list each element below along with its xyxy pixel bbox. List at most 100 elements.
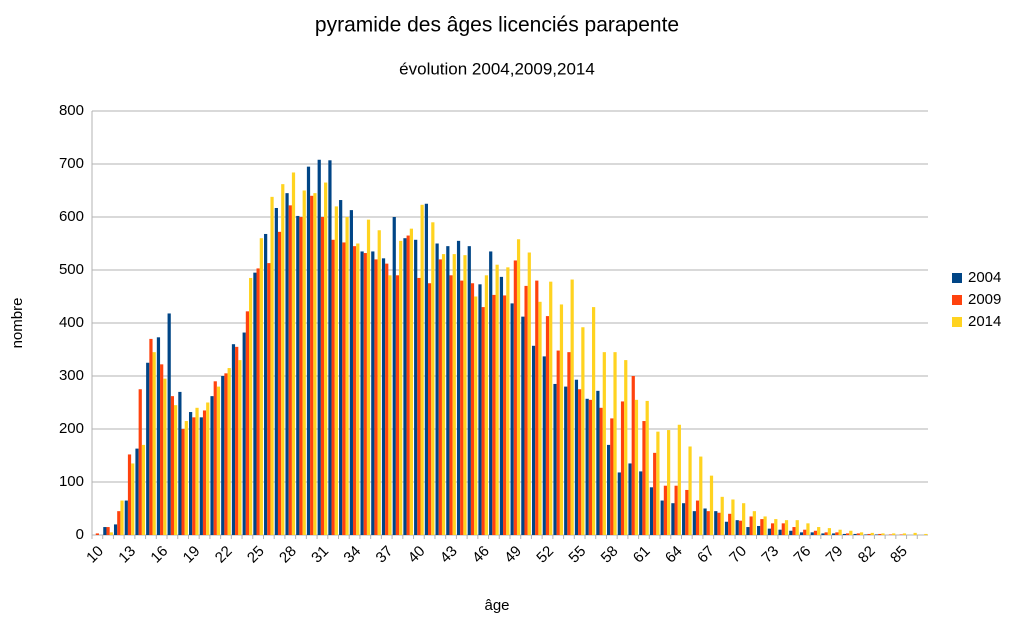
bar bbox=[527, 252, 531, 535]
bar bbox=[438, 259, 442, 535]
bar bbox=[489, 251, 493, 535]
bar bbox=[835, 532, 839, 535]
bar bbox=[392, 217, 396, 535]
bar bbox=[381, 258, 386, 535]
bar bbox=[685, 489, 689, 535]
bar bbox=[441, 254, 446, 535]
x-tick-label: 10 bbox=[83, 543, 107, 567]
bar bbox=[677, 424, 681, 535]
bar bbox=[770, 523, 775, 535]
bar bbox=[613, 352, 617, 535]
x-tick-label: 73 bbox=[758, 543, 782, 567]
bar bbox=[478, 284, 482, 535]
bar bbox=[131, 463, 135, 535]
bar bbox=[463, 255, 467, 535]
bar bbox=[549, 281, 553, 535]
bar bbox=[642, 421, 646, 535]
bar bbox=[842, 533, 847, 535]
bar bbox=[374, 259, 378, 535]
bar bbox=[170, 396, 174, 535]
bar bbox=[320, 217, 325, 535]
bar bbox=[538, 301, 542, 535]
y-tick-label: 400 bbox=[59, 314, 84, 331]
bar bbox=[749, 516, 753, 535]
bar bbox=[567, 352, 571, 535]
bar bbox=[224, 373, 228, 535]
bar bbox=[742, 503, 746, 535]
bar bbox=[859, 532, 864, 535]
x-tick-label: 85 bbox=[887, 543, 911, 567]
bar bbox=[288, 205, 292, 535]
bar bbox=[731, 499, 735, 535]
bar bbox=[409, 228, 414, 535]
x-tick-label: 49 bbox=[501, 543, 525, 567]
bar bbox=[864, 534, 868, 535]
chart-title: pyramide des âges licenciés parapente bbox=[315, 14, 679, 37]
bar bbox=[403, 238, 407, 535]
bar bbox=[542, 356, 546, 535]
bar bbox=[892, 533, 896, 535]
x-tick-label: 79 bbox=[823, 543, 847, 567]
bar bbox=[406, 235, 410, 536]
bar bbox=[259, 238, 263, 535]
bar bbox=[167, 313, 171, 535]
bar bbox=[506, 267, 510, 535]
bar bbox=[238, 360, 242, 535]
bar bbox=[645, 400, 649, 535]
bar bbox=[195, 407, 199, 535]
bar bbox=[853, 533, 857, 535]
bar bbox=[274, 207, 278, 536]
bar bbox=[553, 383, 557, 535]
legend-label: 2014 bbox=[968, 313, 1001, 330]
bar bbox=[495, 264, 499, 535]
bar bbox=[803, 529, 807, 535]
bar bbox=[817, 527, 821, 535]
bar bbox=[431, 222, 435, 536]
bar bbox=[206, 402, 210, 535]
bar bbox=[774, 519, 778, 535]
bar bbox=[634, 399, 639, 535]
x-tick-label: 31 bbox=[308, 543, 332, 567]
bar bbox=[149, 338, 153, 535]
bar bbox=[377, 230, 381, 535]
bar bbox=[667, 430, 671, 535]
bar bbox=[570, 279, 574, 535]
y-tick-label: 100 bbox=[59, 473, 84, 490]
bar bbox=[366, 219, 371, 535]
bar bbox=[599, 407, 603, 535]
bar bbox=[349, 210, 353, 536]
bar bbox=[524, 285, 528, 535]
bar bbox=[270, 196, 274, 536]
bar bbox=[784, 520, 789, 535]
legend-label: 2009 bbox=[968, 291, 1001, 308]
bar bbox=[564, 386, 568, 535]
bar bbox=[317, 159, 321, 535]
bar bbox=[763, 516, 767, 535]
bar bbox=[342, 242, 346, 535]
bar bbox=[610, 418, 614, 535]
bar bbox=[545, 316, 550, 535]
bar bbox=[296, 215, 300, 535]
bar bbox=[671, 503, 675, 535]
bar bbox=[585, 398, 589, 535]
bar bbox=[313, 193, 317, 535]
bar bbox=[417, 277, 421, 535]
bar bbox=[285, 193, 289, 535]
bar bbox=[874, 534, 879, 535]
bar bbox=[878, 533, 882, 535]
bar bbox=[521, 316, 525, 535]
bar bbox=[728, 513, 732, 535]
bar bbox=[813, 530, 818, 535]
bar bbox=[202, 410, 207, 535]
bar bbox=[902, 533, 907, 535]
bar bbox=[146, 362, 150, 535]
bar bbox=[253, 272, 257, 535]
legend-swatch bbox=[952, 317, 962, 327]
bar bbox=[656, 431, 660, 535]
x-tick-label: 55 bbox=[565, 543, 589, 567]
x-tick-label: 34 bbox=[340, 543, 364, 567]
bar bbox=[460, 280, 464, 535]
bar bbox=[428, 283, 432, 535]
bar bbox=[152, 352, 156, 535]
